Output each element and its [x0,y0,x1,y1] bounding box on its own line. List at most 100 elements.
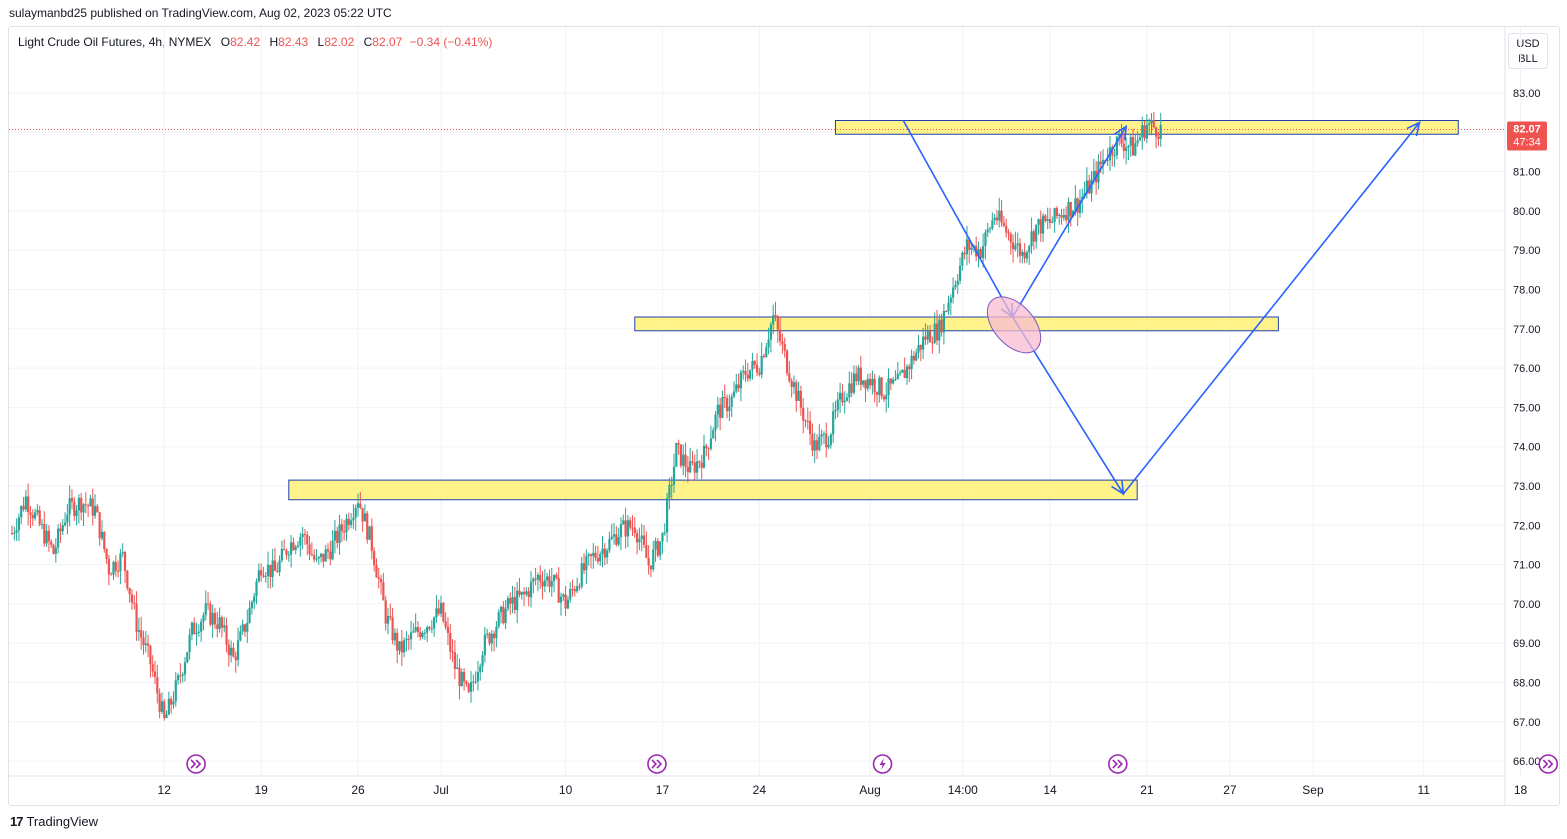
currency-unit-button[interactable]: USD BLL [1508,33,1548,69]
candle-body [22,506,25,510]
candle-body [894,379,897,381]
candle-body [414,627,417,632]
candle-body [935,323,939,341]
candle-body [391,617,394,641]
candle-body [619,524,623,538]
candle-body [1152,119,1155,128]
candle-body [126,570,129,589]
candle-body [502,606,505,624]
candle-body [442,602,445,622]
candle-body [1081,196,1084,201]
candle-body [200,621,203,632]
candle-body [1014,245,1017,250]
candle-body [617,537,620,545]
candle-body [77,497,80,511]
candle-body [47,530,51,542]
candle-body [746,374,749,379]
candle-body [379,578,383,583]
candle-body [522,591,526,595]
candle-body [490,633,493,644]
candle-body [40,523,44,525]
time-tick-label: Jul [433,783,448,797]
open-value: 82.42 [230,35,261,49]
candle-body [785,350,789,374]
candle-body [679,444,683,466]
candle-body [790,381,793,388]
candle-body [991,220,994,229]
candle-body [1053,208,1056,222]
candle-body [220,617,224,628]
candle-body [762,355,766,357]
candle-body [534,578,537,580]
candle-body [324,549,327,562]
candle-body [559,596,563,603]
candle-body [582,563,586,571]
candle-body [211,612,214,625]
candle-body [707,448,710,450]
candle-body [850,383,853,393]
candle-body [806,420,809,422]
candle-body [956,280,959,285]
candle-body [352,517,355,521]
candle-body [218,617,221,629]
candle-body [802,407,805,421]
candle-body [642,535,646,545]
candle-body [675,443,678,467]
candle-body [569,588,572,600]
candle-body [396,632,399,651]
time-tick-label: 19 [254,783,268,797]
candle-body [594,552,597,559]
candle-body [749,369,752,379]
candle-body [633,527,636,534]
candle-body [476,672,480,682]
arrowhead [1406,121,1421,137]
candle-body [518,590,521,595]
candle-body [905,366,909,379]
candle-body [45,530,48,544]
candle-body [179,675,182,677]
candle-body [640,535,643,539]
bar-countdown: 47:34 [1513,137,1541,149]
candle-body [712,430,715,439]
candle-body [566,599,570,609]
candle-body [898,372,902,374]
earnings-event-icon [872,754,893,774]
tradingview-logo-icon: 17 [10,814,24,829]
candle-body [952,287,955,298]
candle-body [825,433,828,448]
candle-body [889,378,892,384]
candle-body [548,576,551,587]
candle-body [303,534,307,536]
candle-body [792,382,796,388]
candle-body [661,532,664,542]
candle-body [832,411,835,435]
candle-body [36,510,39,513]
price-tick-label: 80.00 [1513,206,1541,218]
candle-body [257,570,260,582]
candle-body [705,445,708,449]
candle-body [361,507,364,522]
candle-body [885,395,888,400]
candle-body [1143,125,1146,139]
candle-body [246,622,249,632]
candle-body [412,631,415,633]
candle-body [492,633,496,639]
candle-body [963,252,966,255]
candle-body [98,512,101,539]
candle-body [866,378,869,389]
dividend-event-icon [1108,754,1128,774]
published-caption: sulaymanbd25 published on TradingView.co… [9,6,392,20]
symbol-title[interactable]: Light Crude Oil Futures, 4h, NYMEX [18,35,212,49]
candle-body [310,554,313,556]
candle-body [912,355,916,361]
candle-body [576,586,579,592]
footer-brand[interactable]: 17 TradingView [10,814,98,829]
candle-body [1055,208,1059,217]
candle-body [647,557,650,566]
candle-body [73,501,76,516]
candle-body [695,461,699,473]
candle-body [123,552,127,571]
candle-body [984,232,987,247]
candle-body [928,331,932,343]
